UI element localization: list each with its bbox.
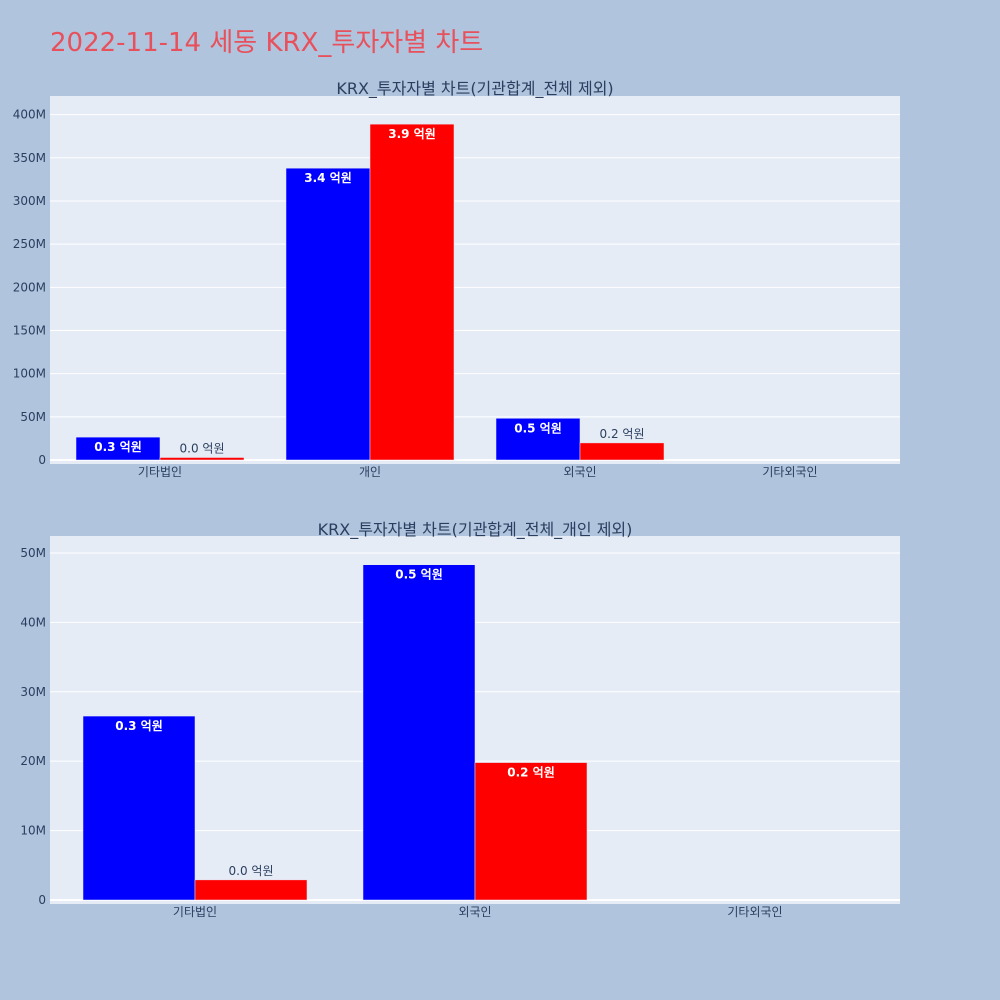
data-label: 0.3 억원 <box>94 440 142 454</box>
data-label: 3.4 억원 <box>304 171 352 185</box>
data-label: 3.9 억원 <box>388 127 436 141</box>
x-tick-label: 기타외국인 <box>727 905 782 919</box>
bar <box>159 457 245 461</box>
chart-title: KRX_투자자별 차트(기관합계_전체_개인 제외) <box>318 520 633 540</box>
bar <box>474 762 588 901</box>
data-label: 0.0 억원 <box>180 441 225 455</box>
y-tick-label: 20M <box>20 754 46 768</box>
data-label: 0.5 억원 <box>514 421 562 435</box>
y-tick-label: 250M <box>13 237 46 251</box>
data-label: 0.2 억원 <box>600 427 645 441</box>
x-tick-label: 기타법인 <box>173 905 217 919</box>
x-tick-label: 외국인 <box>563 465 596 479</box>
data-label: 0.2 억원 <box>507 766 555 780</box>
x-tick-label: 개인 <box>359 465 381 479</box>
bar <box>194 879 308 901</box>
x-tick-label: 기타법인 <box>138 465 182 479</box>
chart-title: KRX_투자자별 차트(기관합계_전체 제외) <box>336 79 613 99</box>
y-tick-label: 200M <box>13 280 46 294</box>
y-tick-label: 0 <box>38 453 46 467</box>
y-tick-label: 300M <box>13 194 46 208</box>
y-tick-label: 100M <box>13 367 46 381</box>
y-tick-label: 350M <box>13 151 46 165</box>
chart-1: 0 50M 100M 150M 200M 250M 300M 350M 400M KRX_투자자별… <box>13 79 900 479</box>
bar <box>362 564 476 901</box>
y-tick-label: 50M <box>20 546 46 560</box>
chart-2: 0 10M 20M 30M 40M 50M KRX_투자자별 차트(기관합계_전체_개인 제… <box>20 520 900 919</box>
data-label: 0.3 억원 <box>115 719 163 733</box>
y-tick-label: 30M <box>20 685 46 699</box>
plot-area <box>50 96 900 464</box>
x-tick-label: 외국인 <box>458 905 491 919</box>
y-tick-label: 10M <box>20 824 46 838</box>
y-tick-label: 400M <box>13 108 46 122</box>
data-label: 0.5 억원 <box>395 568 443 582</box>
bar <box>579 442 665 461</box>
y-tick-label: 40M <box>20 615 46 629</box>
y-tick-label: 50M <box>20 410 46 424</box>
x-tick-label: 기타외국인 <box>762 465 817 479</box>
bar <box>495 418 581 461</box>
bar <box>285 167 371 461</box>
bar <box>369 123 455 461</box>
y-tick-label: 150M <box>13 323 46 337</box>
page-title: 2022-11-14 세동 KRX_투자자별 차트 <box>50 28 484 58</box>
y-tick-label: 0 <box>38 893 46 907</box>
bar <box>82 715 196 901</box>
bar <box>75 436 161 461</box>
data-label: 0.0 억원 <box>229 864 274 878</box>
